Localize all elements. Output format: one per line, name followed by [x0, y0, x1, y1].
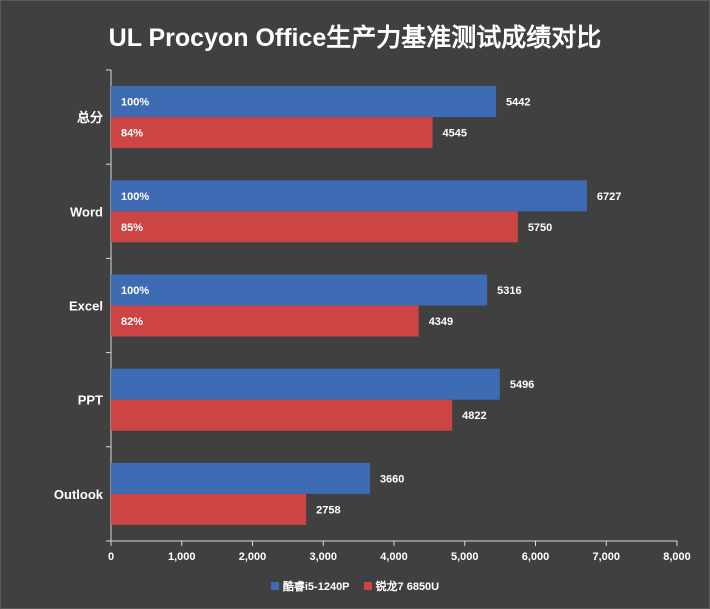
percent-label: 100% [121, 285, 149, 297]
data-label: 6727 [597, 191, 621, 203]
legend-label-series1: 酷睿i5-1240P [282, 581, 350, 593]
percent-label: 82% [121, 316, 143, 328]
bar [111, 462, 370, 494]
x-tick-label: 2,000 [239, 551, 267, 563]
bar [111, 368, 500, 400]
data-label: 3660 [380, 473, 404, 485]
category-label: Excel [69, 299, 103, 314]
x-tick-label: 8,000 [663, 551, 691, 563]
bar [111, 274, 488, 306]
bar [111, 180, 587, 212]
data-label: 2758 [316, 504, 340, 516]
data-label: 4545 [443, 128, 467, 140]
legend-item-series1: 酷睿i5-1240P [270, 578, 350, 594]
legend-swatch-series1 [270, 582, 279, 590]
x-tick-label: 0 [108, 551, 114, 563]
bar [111, 399, 453, 431]
bar [111, 211, 518, 243]
x-tick-label: 5,000 [451, 551, 479, 563]
bar [111, 117, 433, 149]
legend-swatch-series2 [363, 582, 372, 590]
percent-label: 100% [121, 191, 149, 203]
category-label: 总分 [77, 110, 103, 125]
bar [111, 86, 497, 118]
category-label: Word [70, 204, 103, 219]
bar [111, 493, 307, 525]
bar [111, 305, 419, 337]
legend-label-series2: 锐龙7 6850U [375, 581, 440, 593]
category-label: PPT [78, 393, 103, 408]
data-label: 4349 [429, 316, 453, 328]
data-label: 5316 [497, 285, 521, 297]
legend-item-series2: 锐龙7 6850U [363, 578, 440, 594]
percent-label: 84% [121, 128, 143, 140]
legend: 酷睿i5-1240P 锐龙7 6850U [0, 578, 710, 594]
category-label: Outlook [54, 487, 104, 502]
x-tick-label: 7,000 [592, 551, 620, 563]
chart-title: UL Procyon Office生产力基准测试成绩对比 [108, 24, 602, 52]
data-label: 5750 [528, 222, 552, 234]
x-tick-label: 6,000 [522, 551, 550, 563]
x-tick-label: 1,000 [168, 551, 196, 563]
data-label: 5442 [506, 97, 530, 109]
percent-label: 85% [121, 222, 143, 234]
x-tick-label: 4,000 [380, 551, 408, 563]
data-label: 5496 [510, 379, 534, 391]
x-tick-label: 3,000 [309, 551, 337, 563]
percent-label: 100% [121, 97, 149, 109]
data-label: 4822 [462, 410, 486, 422]
